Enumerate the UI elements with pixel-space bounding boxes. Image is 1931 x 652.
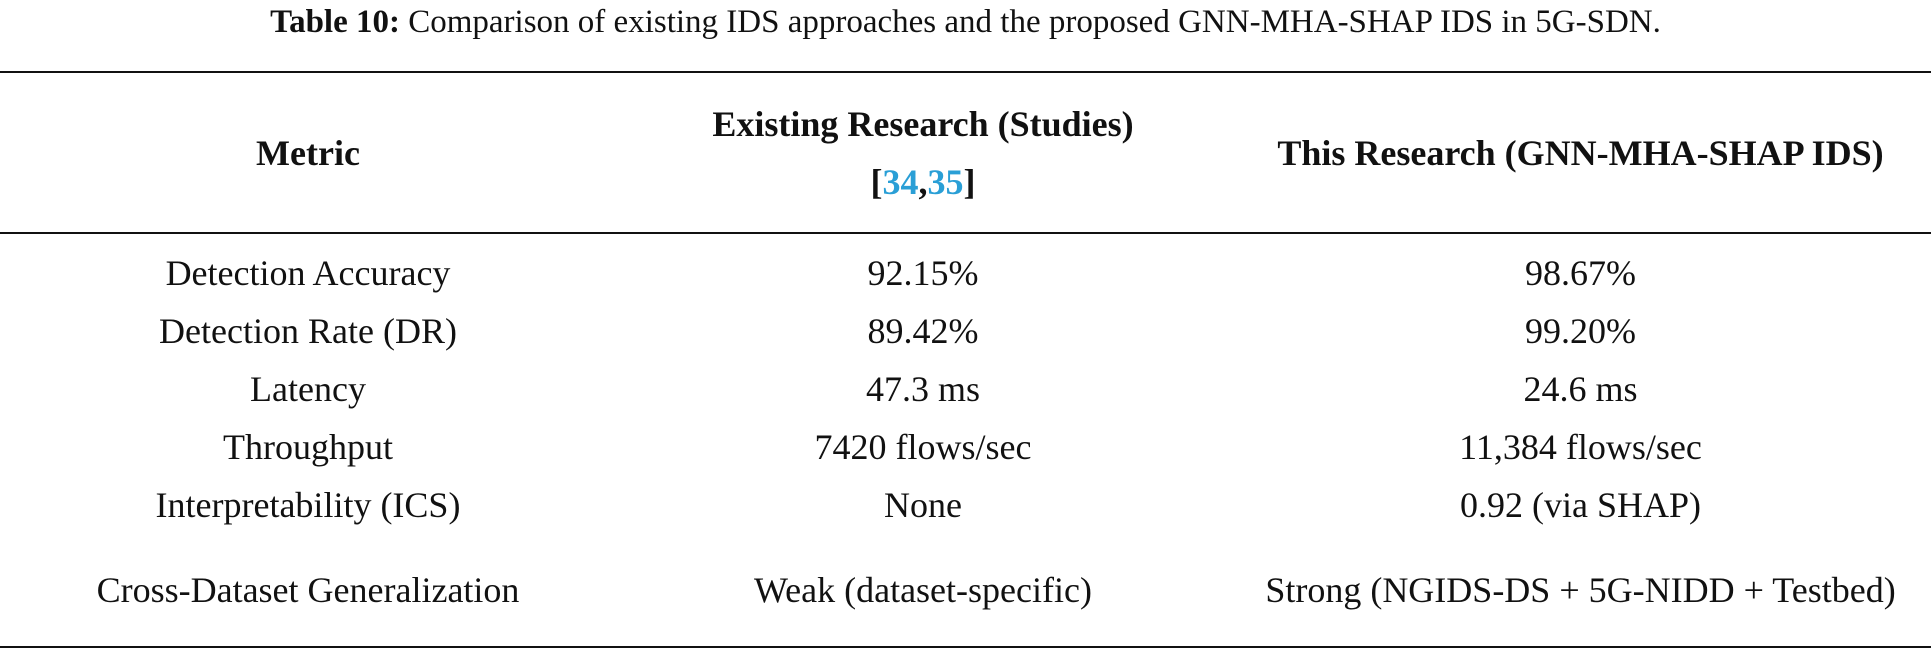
table-cell: Weak (dataset-specific): [616, 534, 1230, 647]
header-cell: Existing Research (Studies) [34,35]: [616, 72, 1230, 233]
table-cell: 92.15%: [616, 233, 1230, 302]
table-cell: 11,384 flows/sec: [1230, 418, 1931, 476]
cell-text: Throughput: [223, 427, 393, 467]
table-cell: 24.6 ms: [1230, 360, 1931, 418]
table-cell: Detection Accuracy: [0, 233, 616, 302]
cell-text: Strong (NGIDS-DS + 5G-NIDD + Testbed): [1265, 570, 1896, 610]
header-text-part: ]: [963, 161, 976, 202]
cell-text: 92.15%: [867, 253, 979, 293]
table-header: Metric Existing Research (Studies) [34,35…: [0, 72, 1931, 233]
header-text-part: ,: [918, 161, 928, 202]
table-body: Detection Accuracy 92.15% 98.67% Detection …: [0, 233, 1931, 647]
header-row: Metric Existing Research (Studies) [34,35…: [0, 72, 1931, 233]
table-row: Throughput 7420 flows/sec 11,384 flows/sec: [0, 418, 1931, 476]
cell-text: Cross-Dataset Generalization: [96, 570, 520, 610]
cell-text: Weak (dataset-specific): [754, 570, 1092, 610]
cell-text: Interpretability (ICS): [155, 485, 461, 525]
table-row: Detection Rate (DR) 89.42% 99.20%: [0, 302, 1931, 360]
cell-text: Detection Accuracy: [165, 253, 451, 293]
table-cell: None: [616, 476, 1230, 534]
header-text-part: Existing Research (Studies) [: [712, 103, 1134, 202]
table-cell: Latency: [0, 360, 616, 418]
cell-text: 11,384 flows/sec: [1459, 427, 1702, 467]
header-text: This Research (GNN-MHA-SHAP IDS): [1248, 124, 1913, 182]
caption-label: Table 10:: [270, 4, 400, 40]
cell-text: None: [884, 485, 962, 525]
table-caption: Table 10: Comparison of existing IDS app…: [0, 2, 1931, 42]
caption-text: Comparison of existing IDS approaches an…: [408, 4, 1661, 40]
header-text-part: This Research (GNN-MHA-SHAP IDS): [1277, 132, 1884, 173]
citation-link: 35: [927, 161, 964, 202]
table-row: Interpretability (ICS) None 0.92 (via SHAP…: [0, 476, 1931, 534]
cell-text: 24.6 ms: [1523, 369, 1638, 409]
table-cell: Cross-Dataset Generalization: [0, 534, 616, 647]
comparison-table: Metric Existing Research (Studies) [34,35…: [0, 71, 1931, 648]
header-text: Existing Research (Studies) [34,35]: [701, 95, 1146, 211]
table-cell: Detection Rate (DR): [0, 302, 616, 360]
cell-text: 0.92 (via SHAP): [1460, 485, 1701, 525]
header-text-part: Metric: [256, 132, 360, 173]
header-cell: This Research (GNN-MHA-SHAP IDS): [1230, 72, 1931, 233]
cell-text: 98.67%: [1525, 253, 1636, 293]
cell-text: 89.42%: [867, 311, 979, 351]
table-row: Detection Accuracy 92.15% 98.67%: [0, 233, 1931, 302]
cell-text: 47.3 ms: [865, 369, 980, 409]
cell-text: Detection Rate (DR): [159, 311, 457, 351]
table-cell: 47.3 ms: [616, 360, 1230, 418]
table-row: Cross-Dataset Generalization Weak (datase…: [0, 534, 1931, 647]
table-cell: 99.20%: [1230, 302, 1931, 360]
table-cell: Interpretability (ICS): [0, 476, 616, 534]
table-cell: 7420 flows/sec: [616, 418, 1230, 476]
cell-text: 99.20%: [1525, 311, 1636, 351]
table-row: Latency 47.3 ms 24.6 ms: [0, 360, 1931, 418]
table-cell: Strong (NGIDS-DS + 5G-NIDD + Testbed): [1230, 534, 1931, 647]
citation-link: 34: [882, 161, 919, 202]
table-cell: 89.42%: [616, 302, 1230, 360]
cell-text: 7420 flows/sec: [814, 427, 1032, 467]
cell-text: Latency: [250, 369, 366, 409]
header-cell: Metric: [0, 72, 616, 233]
header-text: Metric: [8, 124, 608, 182]
table-cell: 98.67%: [1230, 233, 1931, 302]
table-cell: 0.92 (via SHAP): [1230, 476, 1931, 534]
table-cell: Throughput: [0, 418, 616, 476]
